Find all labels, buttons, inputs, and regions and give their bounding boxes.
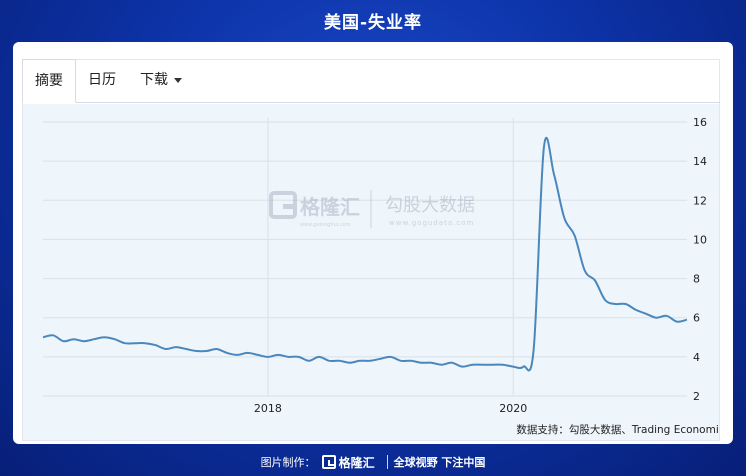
- gelonghui-logo-icon: [321, 455, 336, 469]
- y-tick-label: 8: [693, 273, 700, 286]
- footer-separator: [386, 455, 388, 469]
- x-axis: 2018 2020: [254, 402, 527, 415]
- watermark-brand: 格隆汇: [300, 195, 360, 219]
- y-tick-label: 2: [693, 390, 700, 403]
- y-tick-label: 6: [693, 312, 700, 325]
- x-tick-label: 2018: [254, 402, 282, 415]
- x-tick-label: 2020: [499, 402, 527, 415]
- watermark-brand-url: www.gelonghui.com: [300, 222, 351, 228]
- y-tick-label: 16: [693, 116, 707, 129]
- y-tick-label: 14: [693, 155, 707, 168]
- y-tick-label: 12: [693, 194, 707, 207]
- tab-download-label: 下载: [140, 72, 168, 88]
- chevron-down-icon: [174, 77, 182, 83]
- tab-calendar[interactable]: 日历: [76, 59, 128, 102]
- gelonghui-logo-notch: [283, 204, 295, 209]
- watermark-partner: 勾股大数据: [385, 195, 475, 216]
- unemployment-line-chart: 格隆汇 www.gelonghui.com 勾股大数据 www.gogudata…: [42, 116, 719, 436]
- tab-summary[interactable]: 摘要: [22, 59, 76, 103]
- tab-calendar-label: 日历: [88, 72, 116, 88]
- page-title: 美国-失业率: [323, 13, 423, 33]
- watermark-partner-url: www.gogudata.com: [389, 219, 474, 227]
- y-tick-label: 4: [693, 351, 700, 364]
- footer-slogan: 全球视野 下注中国: [393, 456, 486, 469]
- footer-made-by: 图片制作：: [260, 456, 316, 469]
- watermark: 格隆汇 www.gelonghui.com 勾股大数据 www.gogudata…: [269, 190, 475, 228]
- gelonghui-logo-icon: [269, 191, 297, 219]
- chart-area: 格隆汇 www.gelonghui.com 勾股大数据 www.gogudata…: [23, 104, 719, 440]
- source-note: 数据支持：勾股大数据、Trading Economics: [516, 423, 719, 436]
- tab-download[interactable]: 下载: [128, 59, 194, 102]
- tab-bar: 摘要 日历 下载: [22, 59, 720, 103]
- footer-logo: 格隆汇: [321, 454, 375, 471]
- footer-brand: 格隆汇: [338, 455, 375, 470]
- tab-summary-label: 摘要: [35, 73, 63, 89]
- y-axis: 2 4 6 8 10 12 14 16: [693, 116, 707, 403]
- y-tick-label: 10: [693, 233, 707, 246]
- series-line-unemployment-rate: [42, 136, 688, 372]
- footer: 图片制作： 格隆汇 全球视野 下注中国: [0, 452, 746, 472]
- grid-lines: [43, 118, 687, 397]
